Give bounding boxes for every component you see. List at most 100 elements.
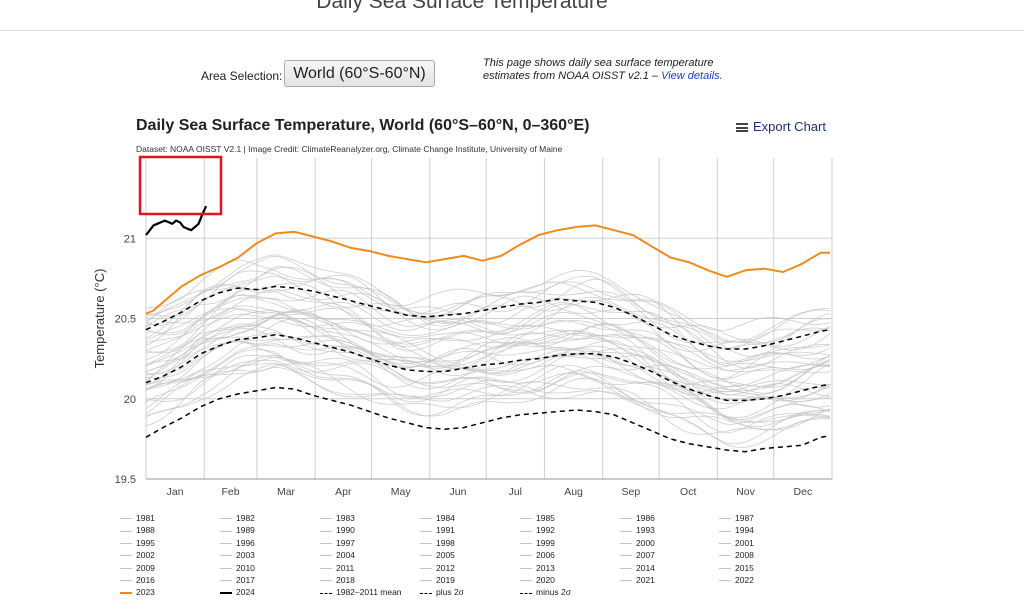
export-chart-button[interactable]: Export Chart	[736, 119, 826, 134]
legend-label: 1993	[636, 525, 655, 536]
legend-item-2012[interactable]: 2012	[420, 563, 455, 573]
past-year-line	[145, 282, 831, 353]
past-year-line	[145, 308, 831, 380]
legend-item-1984[interactable]: 1984	[420, 513, 455, 523]
legend-item-2004[interactable]: 2004	[320, 550, 355, 560]
legend-label: 1998	[436, 537, 455, 548]
legend-item-2003[interactable]: 2003	[220, 550, 255, 560]
legend-label: 2018	[336, 575, 355, 585]
legend-item-2018[interactable]: 2018	[320, 575, 355, 585]
legend-label: 2006	[536, 550, 555, 561]
legend-item-2001[interactable]: 2001	[719, 538, 754, 548]
x-tick-label: Feb	[222, 486, 240, 498]
legend-swatch	[320, 518, 332, 520]
legend-swatch	[719, 530, 731, 532]
legend-label: plus 2σ	[436, 587, 464, 598]
legend-item-2023[interactable]: 2023	[120, 587, 155, 597]
legend-item-1995[interactable]: 1995	[120, 538, 155, 548]
legend-item-2015[interactable]: 2015	[719, 563, 754, 573]
x-tick-label: Aug	[564, 486, 583, 498]
x-tick-label: Jun	[450, 486, 467, 498]
legend-item-1992[interactable]: 1992	[520, 525, 555, 535]
legend-item-1988[interactable]: 1988	[120, 525, 155, 535]
legend-item-2021[interactable]: 2021	[620, 575, 655, 585]
page-title: Daily Sea Surface Temperature	[316, 0, 608, 13]
legend-item-1999[interactable]: 1999	[520, 538, 555, 548]
legend-label: 1987	[735, 513, 754, 523]
legend-item-1989[interactable]: 1989	[220, 525, 255, 535]
legend-item-1982[interactable]: 1982	[220, 513, 255, 523]
legend-item-2022[interactable]: 2022	[719, 575, 754, 585]
legend-label: 2017	[236, 575, 255, 585]
past-year-line	[145, 323, 831, 393]
legend-swatch	[719, 518, 731, 520]
legend-label: 2007	[636, 550, 655, 561]
past-year-line	[145, 354, 831, 445]
legend-item-1983[interactable]: 1983	[320, 513, 355, 523]
legend-label: 2022	[735, 575, 754, 585]
past-year-line	[145, 254, 831, 343]
legend-label: 1999	[536, 537, 555, 548]
y-tick-label: 20	[124, 394, 136, 406]
legend-item-2005[interactable]: 2005	[420, 550, 455, 560]
legend-swatch	[520, 518, 532, 520]
legend-swatch	[320, 543, 332, 545]
legend-swatch	[220, 530, 232, 532]
legend-item-minus-2sigma[interactable]: minus 2σ	[520, 587, 571, 597]
legend-item-2019[interactable]: 2019	[420, 575, 455, 585]
legend-item-1986[interactable]: 1986	[620, 513, 655, 523]
legend-swatch	[520, 555, 532, 557]
past-year-line	[145, 255, 831, 343]
past-year-line	[145, 335, 831, 402]
legend-item-1996[interactable]: 1996	[220, 538, 255, 548]
legend-item-1997[interactable]: 1997	[320, 538, 355, 548]
legend-label: 1984	[436, 513, 455, 523]
past-year-line	[145, 349, 831, 425]
area-selection-dropdown[interactable]: World (60°S-60°N)	[284, 60, 435, 87]
legend-item-2017[interactable]: 2017	[220, 575, 255, 585]
legend-item-1985[interactable]: 1985	[520, 513, 555, 523]
legend-label: 2012	[436, 562, 455, 573]
legend-item-1990[interactable]: 1990	[320, 525, 355, 535]
legend-item-2020[interactable]: 2020	[520, 575, 555, 585]
legend-item-1981[interactable]: 1981	[120, 513, 155, 523]
legend-item-1991[interactable]: 1991	[420, 525, 455, 535]
legend-item-1998[interactable]: 1998	[420, 538, 455, 548]
past-year-line	[145, 308, 831, 370]
past-year-line	[145, 354, 831, 434]
legend-item-2016[interactable]: 2016	[120, 575, 155, 585]
legend-label: 2002	[136, 550, 155, 561]
legend-swatch	[420, 518, 432, 520]
legend-item-1993[interactable]: 1993	[620, 525, 655, 535]
legend-item-2009[interactable]: 2009	[120, 563, 155, 573]
x-tick-label: Apr	[335, 486, 352, 498]
y-tick-label: 20.5	[115, 314, 136, 326]
past-year-line	[145, 297, 831, 362]
x-tick-label: Dec	[794, 486, 813, 498]
x-tick-label: Nov	[736, 486, 755, 498]
legend-item-2007[interactable]: 2007	[620, 550, 655, 560]
legend-label: 2011	[336, 562, 355, 573]
legend-item-2010[interactable]: 2010	[220, 563, 255, 573]
legend-swatch	[719, 567, 731, 569]
past-year-line	[145, 335, 831, 405]
legend-item-2011[interactable]: 2011	[320, 563, 354, 573]
legend-item-2024[interactable]: 2024	[220, 587, 255, 597]
legend-label: 2013	[536, 562, 555, 573]
legend-item-2000[interactable]: 2000	[620, 538, 655, 548]
legend-item-2006[interactable]: 2006	[520, 550, 555, 560]
legend-swatch	[220, 580, 232, 582]
past-year-line	[145, 363, 831, 435]
legend-item-2002[interactable]: 2002	[120, 550, 155, 560]
legend-item-2013[interactable]: 2013	[520, 563, 555, 573]
legend-item-2008[interactable]: 2008	[719, 550, 754, 560]
legend-item-1994[interactable]: 1994	[719, 525, 754, 535]
legend-item-mean[interactable]: 1982–2011 mean	[320, 587, 402, 597]
menu-icon	[736, 123, 748, 132]
legend-item-1987[interactable]: 1987	[719, 513, 754, 523]
legend-item-plus-2sigma[interactable]: plus 2σ	[420, 587, 464, 597]
legend-item-2014[interactable]: 2014	[620, 563, 655, 573]
series-line-2023	[145, 224, 831, 315]
view-details-link[interactable]: View details.	[661, 70, 723, 82]
